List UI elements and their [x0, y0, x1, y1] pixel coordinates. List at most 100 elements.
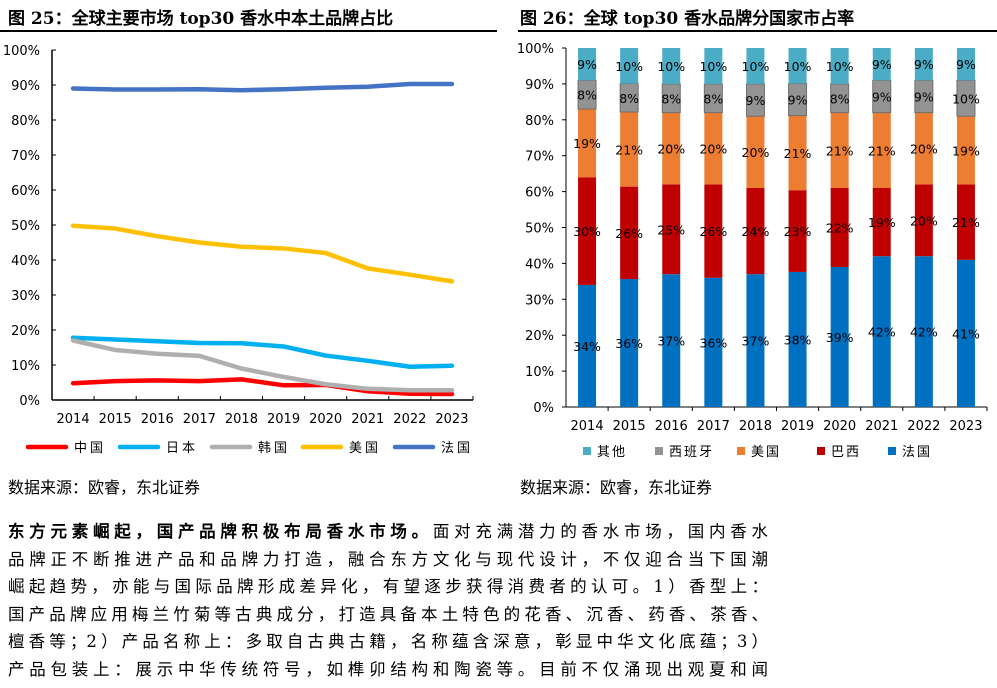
- data-label: 22%: [826, 221, 854, 236]
- paragraph-line: 国产品牌应用梅兰竹菊等古典成分，打造具备本土特色的花香、沉香、药香、茶香、: [8, 604, 768, 624]
- figure-25-title: 图 25：全球主要市场 top30 香水中本土品牌占比: [8, 9, 394, 29]
- data-label: 9%: [746, 93, 766, 108]
- bar-segment-其他: [956, 48, 975, 81]
- x-tick-label: 2015: [613, 419, 646, 434]
- data-label: 19%: [952, 143, 980, 158]
- data-label: 8%: [619, 91, 639, 106]
- x-tick-label: 2021: [351, 412, 384, 427]
- legend-swatch: [817, 447, 825, 455]
- legend-label: 韩国: [258, 441, 290, 456]
- data-label: 10%: [826, 59, 854, 74]
- x-tick-label: 2014: [57, 412, 90, 427]
- bar-segment-美国: [578, 109, 597, 178]
- data-label: 25%: [657, 222, 685, 237]
- data-label: 9%: [872, 89, 892, 104]
- y-tick-label: 10%: [525, 365, 554, 380]
- bar-segment-美国: [788, 115, 807, 191]
- bar-segment-其他: [914, 48, 933, 81]
- bar-segment-法国: [956, 259, 975, 407]
- bar-segment-巴西: [830, 188, 849, 267]
- bar-segment-法国: [662, 274, 681, 407]
- y-tick-label: 10%: [11, 359, 40, 374]
- data-label: 42%: [868, 325, 896, 340]
- bar-segment-其他: [620, 48, 639, 84]
- x-tick-label: 2019: [781, 419, 814, 434]
- bar-segment-其他: [872, 48, 891, 81]
- bar-segment-其他: [788, 48, 807, 84]
- data-label: 20%: [742, 145, 770, 160]
- bar-segment-巴西: [662, 184, 681, 275]
- bar-segment-法国: [578, 284, 597, 407]
- x-tick-label: 2018: [739, 419, 772, 434]
- y-tick-label: 80%: [525, 114, 554, 129]
- data-label: 39%: [826, 330, 854, 345]
- x-tick-label: 2017: [183, 412, 216, 427]
- bar-segment-其他: [662, 48, 681, 84]
- paragraph-line: 品牌正不断推进产品和品牌力打造，融合东方文化与现代设计，不仅迎合当下国潮: [8, 549, 768, 569]
- paragraph-line: 东方元素崛起，国产品牌积极布局香水市场。面对充满潜力的香水市场，国内香水: [8, 518, 768, 546]
- data-label: 37%: [742, 334, 770, 349]
- data-label: 10%: [742, 59, 770, 74]
- figure-26-title: 图 26：全球 top30 香水品牌分国家市占率: [520, 9, 855, 29]
- data-label: 9%: [914, 57, 934, 72]
- bar-segment-巴西: [956, 184, 975, 260]
- x-tick-label: 2015: [99, 412, 132, 427]
- legend-label: 其他: [597, 445, 627, 460]
- paragraph-text: 面对充满潜力的香水市场，国内香水: [432, 522, 768, 541]
- y-tick-label: 60%: [525, 186, 554, 201]
- bar-segment-巴西: [746, 188, 765, 275]
- data-label: 19%: [573, 136, 601, 151]
- data-label: 9%: [956, 57, 976, 72]
- data-label: 8%: [830, 91, 850, 106]
- paragraph-line: 崛起趋势，亦能与国际品牌形成差异化，有望逐步获得消费者的认可。1）香型上：: [8, 577, 768, 596]
- x-tick-label: 2019: [267, 412, 300, 427]
- bar-segment-其他: [704, 48, 723, 84]
- data-label: 10%: [784, 59, 812, 74]
- bar-segment-美国: [662, 112, 681, 185]
- body-paragraph: 东方元素崛起，国产品牌积极布局香水市场。面对充满潜力的香水市场，国内香水 品牌正…: [8, 518, 768, 683]
- data-label: 21%: [615, 142, 643, 157]
- bar-segment-其他: [830, 48, 849, 84]
- data-label: 21%: [952, 215, 980, 230]
- x-tick-label: 2014: [571, 419, 604, 434]
- data-label: 8%: [577, 88, 597, 103]
- data-label: 36%: [699, 335, 727, 350]
- bar-segment-巴西: [620, 186, 639, 280]
- legend-swatch: [655, 447, 663, 455]
- x-tick-label: 2018: [225, 412, 258, 427]
- stacked-bar-chart-country-share: 0% 10% 20% 30% 40% 50% 60% 70% 80% 90% 100% 2014 201…: [517, 42, 988, 460]
- bar-segment-美国: [956, 116, 975, 185]
- data-label: 10%: [699, 59, 727, 74]
- bar-segment-法国: [788, 271, 807, 407]
- bar-segment-法国: [620, 279, 639, 407]
- paragraph-line: 产品包装上：展示中华传统符号，如榫卯结构和陶瓷等。目前不仅涌现出观夏和闻: [8, 659, 768, 679]
- data-label: 26%: [699, 224, 727, 239]
- y-tick-label: 30%: [525, 293, 554, 308]
- y-tick-label: 20%: [525, 329, 554, 344]
- y-tick-label: 90%: [11, 79, 40, 94]
- bar-segment-美国: [620, 111, 639, 187]
- paragraph-line: 檀香等；2）产品名称上：多取自古典古籍，名称蕴含深意，彰显中华文化底蕴；3）: [8, 632, 768, 651]
- data-label: 8%: [661, 91, 681, 106]
- data-label: 21%: [784, 146, 812, 161]
- x-tick-label: 2016: [655, 419, 688, 434]
- legend-label: 西班牙: [669, 445, 714, 460]
- x-tick-label: 2016: [141, 412, 174, 427]
- legend-swatch: [737, 447, 745, 455]
- bar-segment-巴西: [578, 177, 597, 285]
- y-tick-label: 30%: [11, 289, 40, 304]
- y-tick-label: 70%: [11, 149, 40, 164]
- x-tick-label: 2020: [309, 412, 342, 427]
- data-label: 9%: [788, 93, 808, 108]
- data-label: 36%: [615, 336, 643, 351]
- legend-swatch: [583, 447, 591, 455]
- bar-segment-法国: [830, 266, 849, 407]
- data-label: 10%: [952, 91, 980, 106]
- legend-label: 巴西: [831, 445, 861, 460]
- bar-segment-法国: [914, 256, 933, 407]
- series-line-美国: [70, 223, 455, 284]
- series-line-日本: [70, 335, 455, 369]
- x-tick-label: 2023: [435, 412, 468, 427]
- x-tick-label: 2017: [697, 419, 730, 434]
- data-label: 10%: [657, 59, 685, 74]
